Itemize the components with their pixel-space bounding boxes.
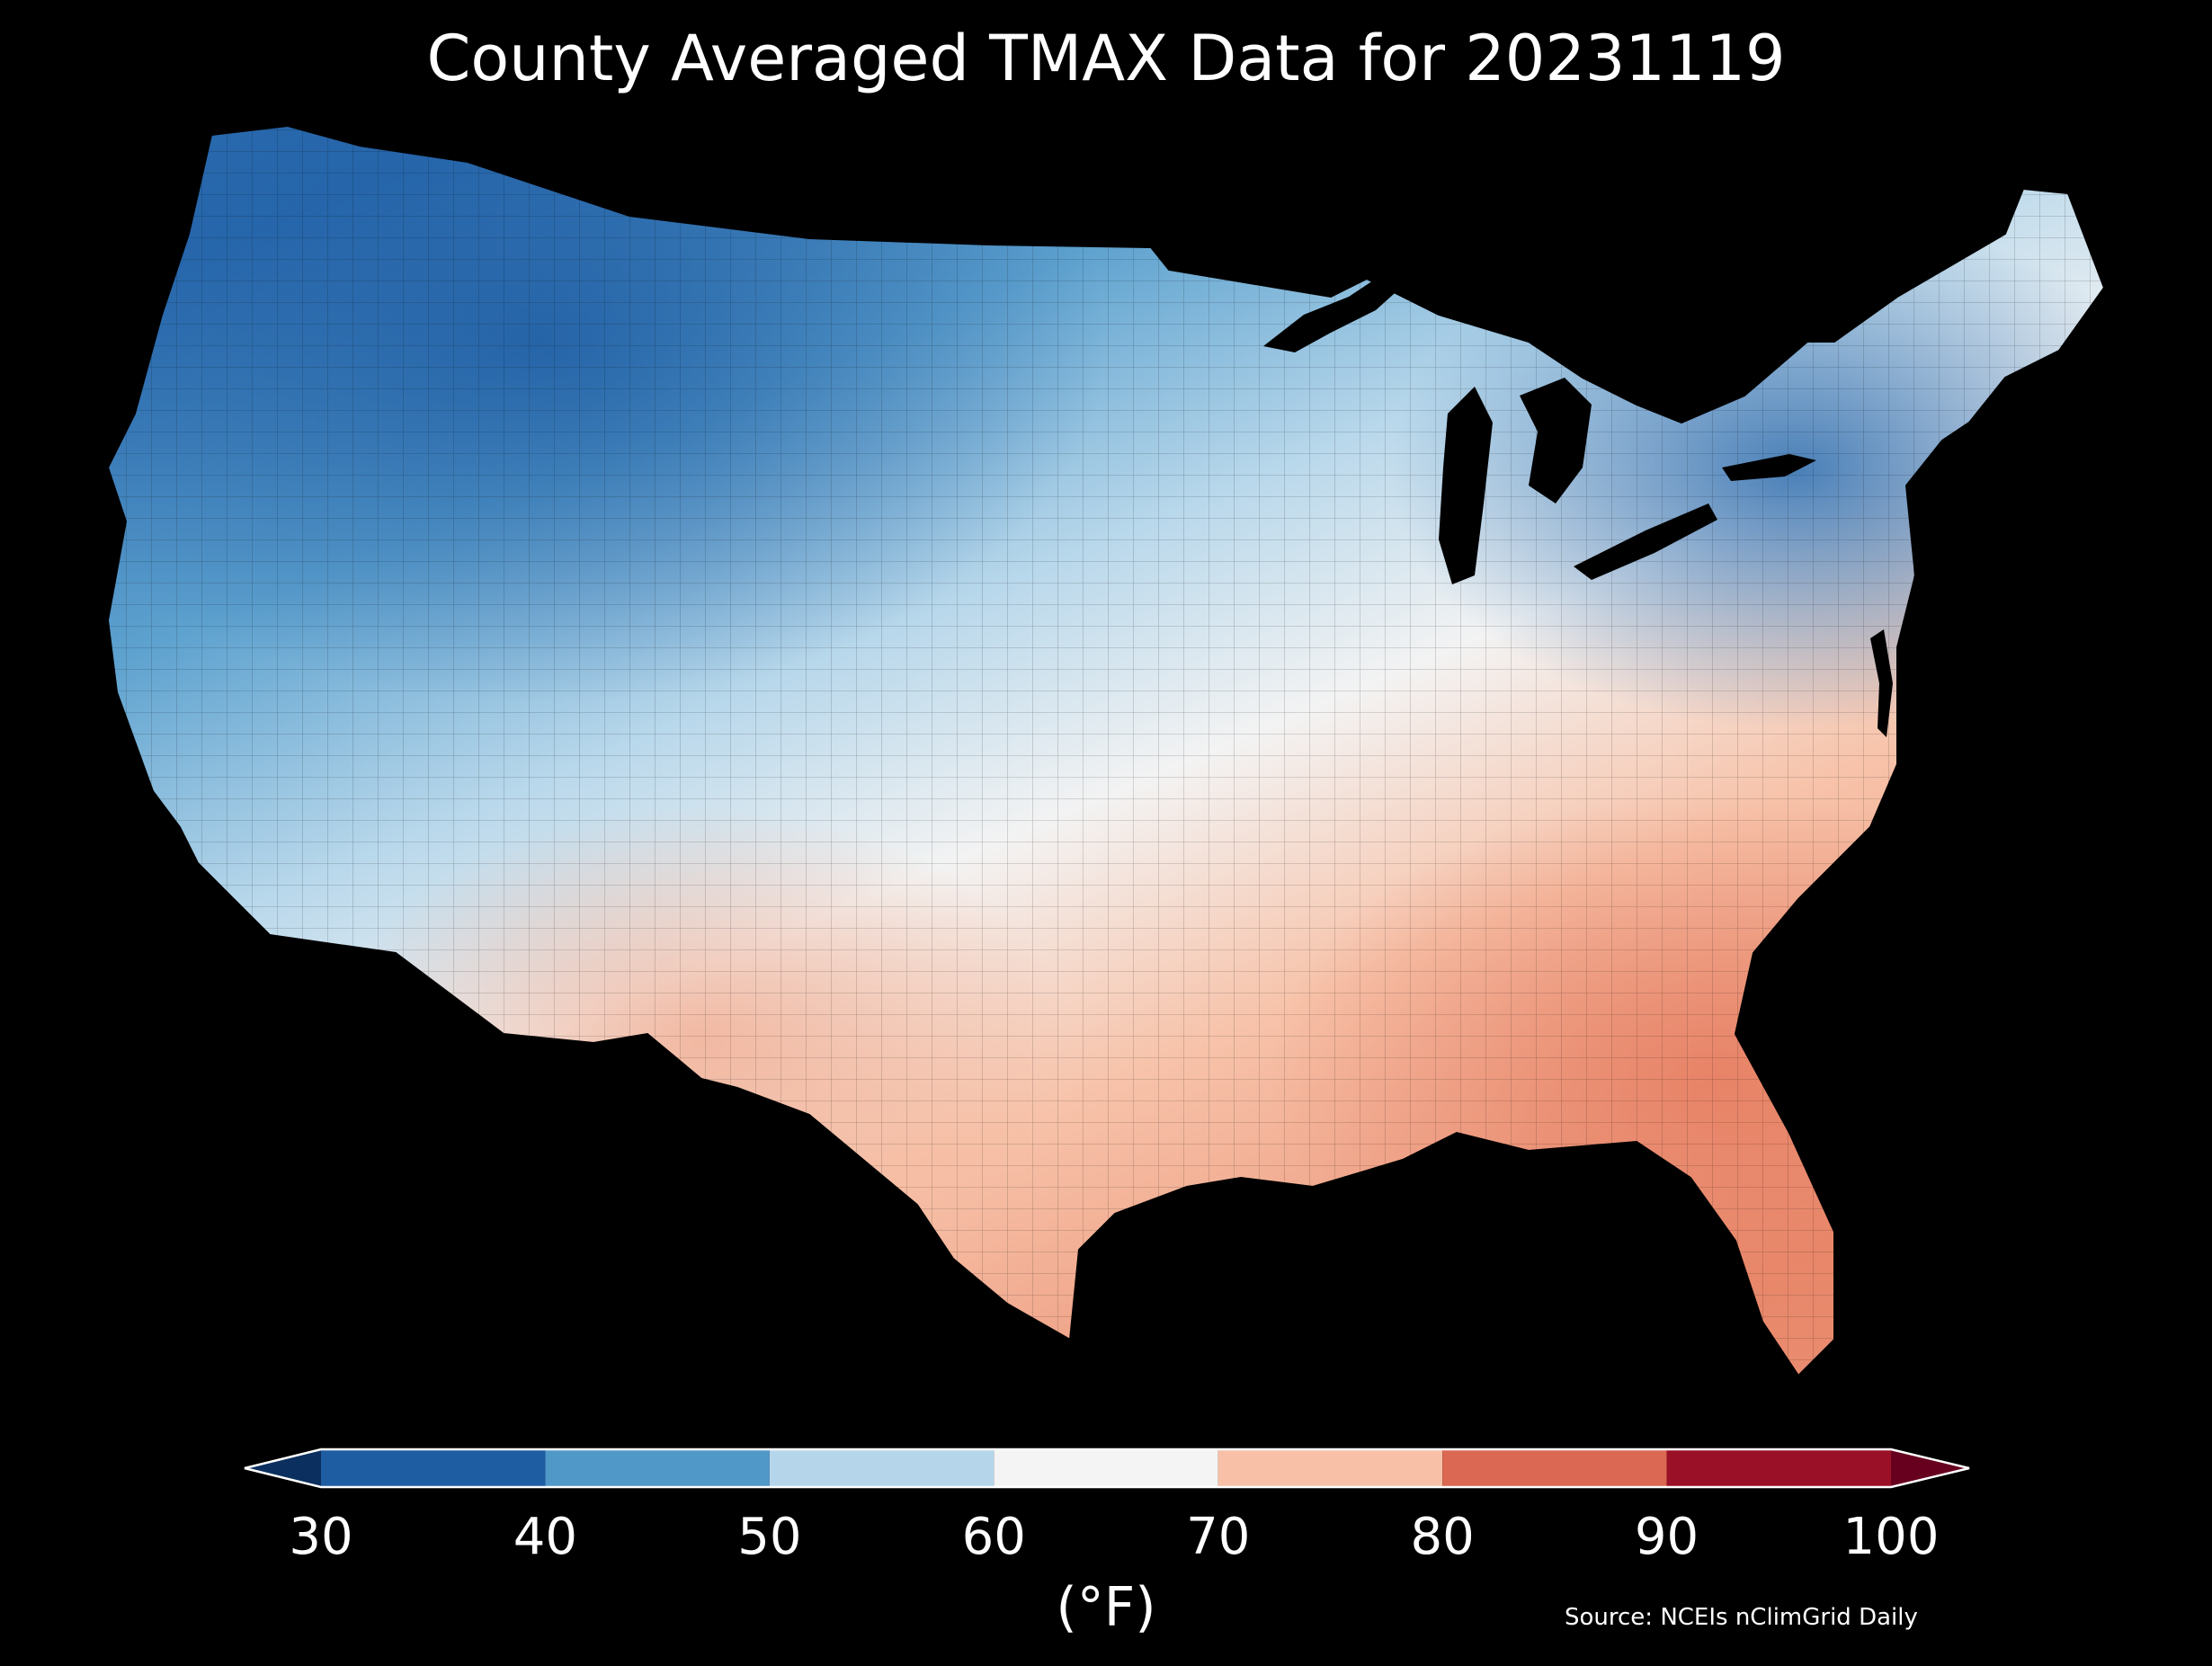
colorbar-bin-80-90 [1442, 1449, 1667, 1487]
colorbar-bin-50-60 [769, 1449, 995, 1487]
colorbar-tick-label: 60 [961, 1508, 1026, 1566]
colorbar-tick-label: 100 [1842, 1508, 1940, 1566]
lake-ontario [1722, 454, 1816, 481]
colorbar-tick-label: 30 [289, 1508, 353, 1566]
colorbar-bin-30-40 [321, 1449, 546, 1487]
colorbar-tick-label: 90 [1634, 1508, 1699, 1566]
colorbar-bin-90-100 [1666, 1449, 1891, 1487]
colorbar-tick-label: 50 [737, 1508, 802, 1566]
colorbar-tick-label: 40 [513, 1508, 578, 1566]
colorbar-bin-40-50 [545, 1449, 770, 1487]
lake-michigan [1439, 387, 1493, 584]
lake-superior [1263, 279, 1403, 352]
colorbar-under-arrow [245, 1449, 321, 1487]
colorbar-bin-70-80 [1217, 1449, 1443, 1487]
colorbar-unit-label: (°F) [1056, 1576, 1156, 1639]
colorbar-tick-label: 70 [1186, 1508, 1251, 1566]
lake-huron [1520, 378, 1592, 503]
source-credit: Source: NCEIs nClimGrid Daily [1565, 1604, 1918, 1631]
colorbar-over-arrow [1891, 1449, 1969, 1487]
lake-erie [1574, 503, 1717, 580]
colorbar-bin-60-70 [994, 1449, 1218, 1487]
colorbar-outline [244, 1448, 1970, 1489]
map-title: County Averaged TMAX Data for 20231119 [426, 22, 1786, 95]
chesapeake-bay [1870, 629, 1893, 737]
colorbar-tick-label: 80 [1410, 1508, 1475, 1566]
